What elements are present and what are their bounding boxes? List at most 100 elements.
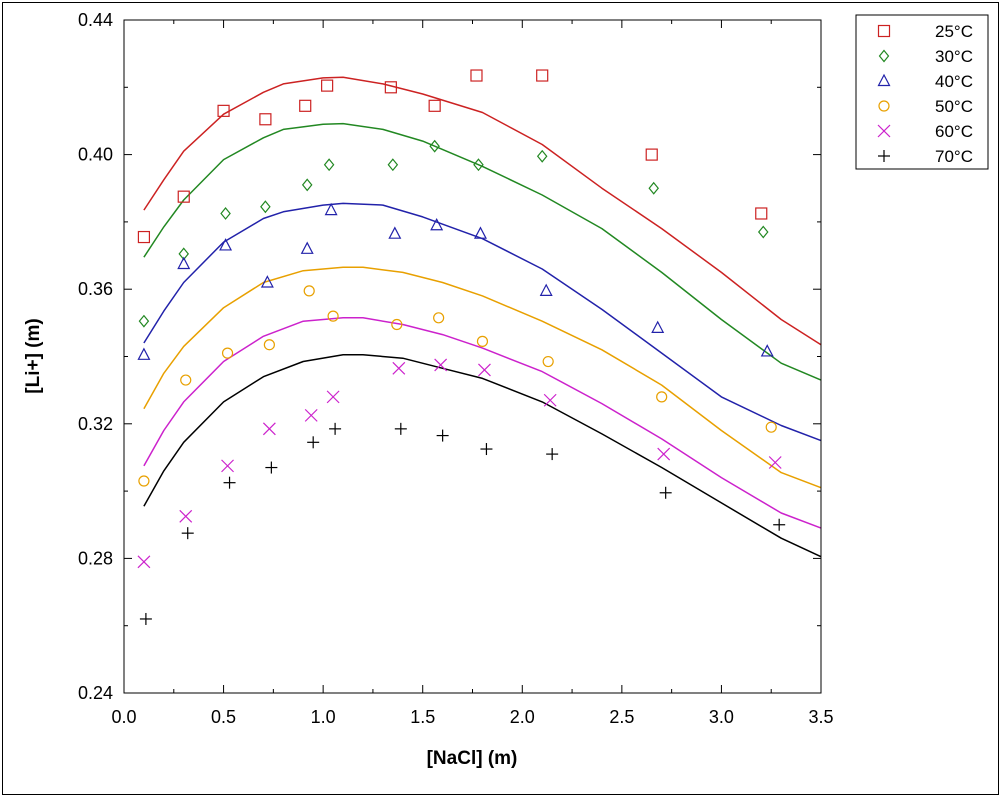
- y-tick-label: 0.44: [78, 10, 113, 30]
- plot-area-border: [123, 19, 822, 694]
- data-point-s5-9: [478, 363, 491, 377]
- data-point-s2-4: [260, 200, 271, 214]
- y-tick-label: 0.32: [78, 414, 113, 434]
- fit-curve-series-1: [143, 76, 822, 346]
- data-point-s4-8: [433, 312, 445, 324]
- data-point-s4-11: [656, 391, 668, 403]
- data-point-s6-11: [659, 486, 672, 499]
- data-point-s1-4: [259, 113, 272, 126]
- fit-curve-series-3: [143, 202, 822, 442]
- data-point-s2-1: [138, 314, 150, 328]
- legend-label: 30°C: [935, 47, 973, 66]
- data-point-s2-9: [473, 158, 484, 172]
- data-point-s6-12: [773, 518, 786, 531]
- data-point-s3-8: [430, 217, 444, 231]
- data-point-s5-7: [392, 361, 406, 375]
- legend-item: 25°C: [877, 22, 973, 41]
- x-tick-label: 3.5: [808, 707, 833, 727]
- data-point-s3-1: [137, 347, 151, 360]
- data-point-s5-2: [179, 509, 193, 523]
- fit-curve-series-4: [143, 266, 822, 489]
- legend-label: 70°C: [935, 147, 973, 166]
- data-point-s1-7: [384, 81, 397, 94]
- data-point-s6-2: [181, 527, 194, 540]
- data-point-s5-4: [262, 422, 276, 436]
- x-axis-ticks: 0.0 0.5 1.0 1.5 2.0 2.5 3.0 3.5: [111, 20, 834, 727]
- x-axis-title: [NaCl] (m): [427, 748, 518, 769]
- data-point-s3-12: [760, 344, 774, 357]
- data-point-s4-10: [542, 355, 554, 368]
- data-point-s6-3: [223, 476, 236, 489]
- y-axis-title: [Li+] (m): [23, 318, 44, 393]
- legend-box: [855, 14, 989, 170]
- legend-marker: [878, 49, 890, 63]
- legend-marker: [877, 24, 891, 38]
- x-tick-label: 2.0: [510, 707, 535, 727]
- x-tick-label: 1.5: [410, 707, 435, 727]
- data-point-s3-4: [260, 275, 274, 288]
- data-point-s6-9: [480, 443, 493, 456]
- data-points: [137, 69, 786, 625]
- fit-curve-series-5: [143, 317, 822, 529]
- data-point-s3-5: [300, 241, 314, 254]
- data-point-s3-6: [324, 202, 338, 216]
- data-point-s1-6: [321, 79, 334, 92]
- fit-curve-series-2: [143, 122, 822, 381]
- data-point-s3-2: [177, 256, 191, 270]
- legend-label: 40°C: [935, 72, 973, 91]
- legend-item: 30°C: [878, 47, 973, 66]
- data-point-s5-6: [326, 390, 340, 404]
- x-tick-label: 1.0: [311, 707, 336, 727]
- data-point-s6-5: [307, 436, 320, 449]
- legend-label: 50°C: [935, 97, 973, 116]
- legend-marker: [877, 73, 891, 87]
- data-point-s2-2: [178, 247, 190, 261]
- x-tick-label: 0.5: [211, 707, 236, 727]
- data-point-s4-2: [180, 374, 192, 386]
- data-point-s3-9: [473, 226, 487, 239]
- data-point-s4-9: [476, 335, 489, 347]
- data-point-s3-10: [539, 283, 553, 296]
- data-point-s2-10: [536, 149, 548, 163]
- data-point-s6-10: [546, 448, 559, 461]
- legend-item: 60°C: [877, 122, 973, 141]
- data-point-s2-8: [429, 139, 440, 153]
- data-point-s6-1: [139, 612, 152, 625]
- data-point-s2-12: [757, 225, 769, 239]
- legend-label: 60°C: [935, 122, 973, 141]
- data-point-s1-11: [645, 148, 658, 161]
- data-point-s1-1: [137, 230, 151, 244]
- data-point-s5-12: [768, 456, 782, 469]
- data-point-s4-5: [303, 285, 315, 297]
- data-point-s5-1: [137, 555, 151, 569]
- y-axis-ticks: 0.24 0.28 0.32 0.36 0.40 0.44: [78, 10, 821, 703]
- data-point-s1-8: [428, 99, 441, 112]
- fit-curve-series-6: [143, 354, 822, 558]
- fit-curves: [143, 76, 822, 558]
- data-point-s4-7: [391, 318, 403, 331]
- data-point-s1-12: [755, 207, 768, 220]
- x-tick-label: 2.5: [609, 707, 634, 727]
- data-point-s2-6: [323, 158, 335, 172]
- legend-item: 40°C: [877, 72, 973, 91]
- y-tick-label: 0.40: [78, 145, 113, 165]
- data-point-s2-5: [301, 178, 313, 192]
- data-point-s5-5: [304, 408, 318, 422]
- data-point-s1-3: [217, 104, 230, 117]
- data-point-s2-7: [387, 158, 399, 172]
- data-point-s6-4: [265, 461, 278, 474]
- legend-item: 50°C: [878, 97, 973, 116]
- data-point-s3-11: [651, 320, 665, 333]
- data-point-s5-8: [434, 358, 448, 372]
- data-point-s6-7: [394, 422, 407, 435]
- data-point-s3-7: [388, 226, 402, 239]
- data-point-s3-3: [219, 238, 233, 251]
- data-point-s6-6: [329, 422, 342, 435]
- data-point-s5-10: [543, 393, 557, 407]
- legend-marker: [877, 124, 891, 138]
- data-point-s4-4: [263, 339, 275, 351]
- legend: 25°C 30°C 40°C 50°C 60°C 70°C: [855, 14, 989, 170]
- data-point-s4-12: [765, 421, 777, 433]
